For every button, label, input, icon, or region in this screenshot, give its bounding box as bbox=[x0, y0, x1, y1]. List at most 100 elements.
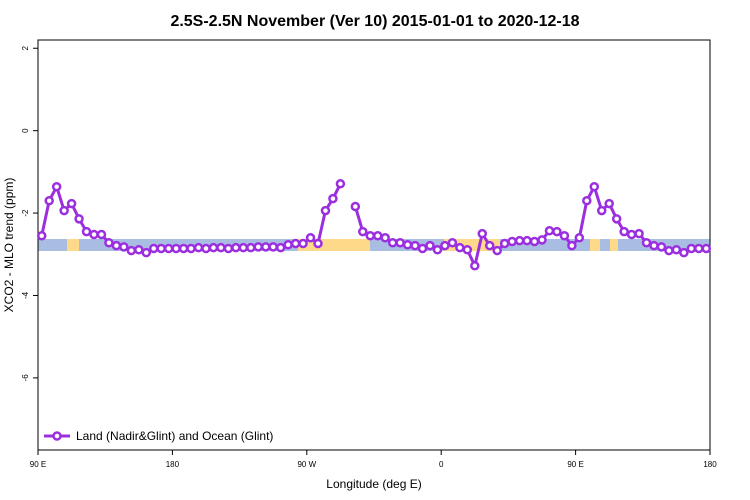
data-point bbox=[395, 237, 405, 248]
data-point bbox=[656, 242, 667, 252]
data-point bbox=[589, 181, 600, 192]
data-point bbox=[671, 244, 682, 255]
data-point bbox=[552, 226, 562, 237]
data-point bbox=[701, 243, 712, 254]
data-point bbox=[522, 235, 532, 246]
data-point bbox=[163, 243, 174, 254]
data-point bbox=[447, 237, 458, 248]
data-point bbox=[216, 242, 226, 253]
data-point bbox=[305, 233, 316, 243]
data-point bbox=[223, 243, 234, 254]
data-point bbox=[417, 243, 428, 254]
data-point bbox=[44, 195, 54, 206]
data-point bbox=[477, 228, 488, 239]
x-tick-label: 180 bbox=[703, 460, 717, 469]
data-point bbox=[290, 238, 301, 249]
data-point bbox=[178, 243, 189, 254]
data-point bbox=[193, 242, 204, 253]
data-point bbox=[619, 226, 629, 237]
data-point bbox=[358, 226, 368, 237]
data-point bbox=[89, 229, 99, 240]
data-point bbox=[104, 237, 114, 248]
data-point bbox=[380, 233, 390, 243]
data-point bbox=[66, 198, 77, 209]
data-point bbox=[126, 245, 137, 256]
plot-frame bbox=[37, 39, 711, 451]
data-point bbox=[283, 240, 293, 250]
legend-marker bbox=[52, 431, 62, 441]
data-point bbox=[59, 205, 69, 216]
data-point bbox=[455, 242, 465, 253]
data-point bbox=[679, 247, 689, 258]
data-point bbox=[634, 228, 644, 239]
x-tick-label: 0 bbox=[439, 460, 444, 469]
data-point bbox=[156, 243, 166, 254]
data-point bbox=[253, 242, 264, 252]
data-point bbox=[335, 179, 346, 189]
y-axis-label: XCO2 - MLO trend (ppm) bbox=[2, 178, 16, 313]
legend-label: Land (Nadir&Glint) and Ocean (Glint) bbox=[76, 429, 273, 443]
x-tick-label: 90 W bbox=[297, 460, 316, 469]
data-point bbox=[604, 198, 614, 209]
data-point bbox=[507, 236, 517, 247]
data-point bbox=[537, 235, 547, 245]
land-strip bbox=[67, 239, 79, 251]
data-point bbox=[141, 247, 152, 258]
data-point bbox=[499, 238, 510, 249]
data-point bbox=[171, 243, 181, 254]
data-point bbox=[275, 242, 286, 253]
data-point bbox=[470, 261, 480, 271]
data-point bbox=[567, 240, 577, 251]
data-point bbox=[410, 240, 420, 251]
data-point bbox=[611, 214, 622, 224]
data-point bbox=[402, 240, 413, 250]
data-point bbox=[365, 230, 376, 241]
y-tick-label: 2 bbox=[21, 45, 30, 50]
data-point bbox=[96, 229, 107, 240]
data-point bbox=[51, 181, 62, 192]
data-point bbox=[544, 226, 555, 236]
land-strip bbox=[610, 239, 618, 251]
data-point bbox=[74, 214, 84, 224]
y-tick-label: 0 bbox=[21, 128, 30, 133]
data-point bbox=[596, 205, 607, 216]
y-tick-label: -6 bbox=[21, 374, 30, 382]
data-point bbox=[119, 242, 129, 252]
data-point bbox=[626, 229, 637, 240]
data-point bbox=[649, 240, 659, 251]
land-strip bbox=[590, 239, 600, 251]
x-tick-label: 90 E bbox=[567, 460, 583, 469]
data-point bbox=[484, 240, 495, 251]
data-point bbox=[425, 240, 435, 251]
data-point bbox=[201, 243, 211, 254]
data-point bbox=[328, 193, 338, 204]
data-point bbox=[440, 240, 450, 251]
data-point bbox=[186, 243, 196, 254]
data-point bbox=[313, 238, 323, 249]
data-point bbox=[260, 242, 271, 252]
data-point bbox=[694, 243, 704, 254]
data-point bbox=[246, 242, 256, 253]
data-point bbox=[686, 243, 697, 254]
data-point bbox=[492, 245, 502, 256]
data-point bbox=[582, 195, 592, 206]
data-point bbox=[238, 242, 249, 253]
data-point bbox=[231, 242, 241, 253]
data-point bbox=[664, 245, 674, 256]
data-point bbox=[320, 205, 331, 216]
data-point bbox=[208, 242, 219, 253]
data-point bbox=[559, 230, 570, 241]
data-point bbox=[641, 237, 652, 248]
data-point bbox=[134, 244, 144, 255]
x-axis-label: Longitude (deg E) bbox=[326, 477, 421, 491]
data-point bbox=[111, 240, 122, 251]
data-point bbox=[36, 230, 47, 241]
chart-title: 2.5S-2.5N November (Ver 10) 2015-01-01 t… bbox=[170, 13, 579, 30]
data-point bbox=[350, 201, 361, 212]
data-point bbox=[574, 233, 585, 243]
y-tick-label: -4 bbox=[21, 291, 30, 299]
data-point bbox=[529, 236, 540, 247]
y-tick-label: -2 bbox=[21, 209, 30, 217]
data-point bbox=[387, 237, 398, 248]
